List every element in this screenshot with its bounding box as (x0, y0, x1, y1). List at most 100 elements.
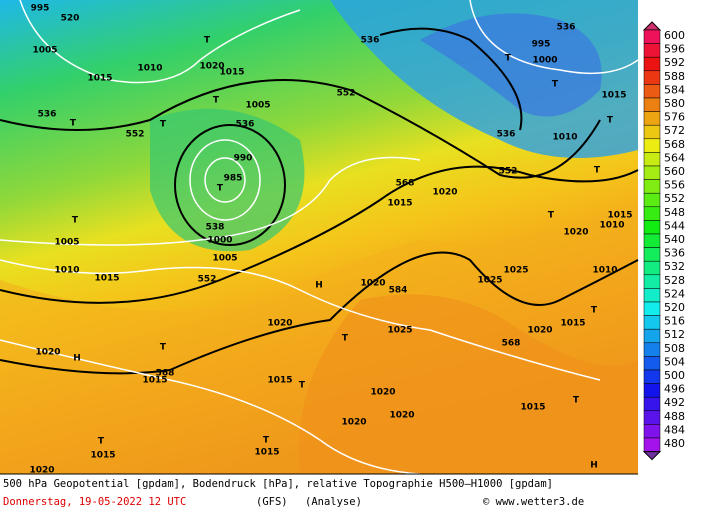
map-label: 995 (31, 4, 50, 14)
colorbar-swatch (643, 206, 661, 221)
colorbar-label: 552 (664, 192, 685, 205)
colorbar-swatch (643, 410, 661, 425)
colorbar-swatch (643, 124, 661, 140)
colorbar-label: 560 (664, 165, 685, 178)
map-label: T (217, 184, 224, 194)
map-label: T (607, 116, 614, 126)
map-label: 536 (361, 36, 380, 46)
map-label: T (160, 343, 167, 353)
colorbar-label: 584 (664, 83, 685, 96)
map-label: 1010 (592, 266, 617, 276)
colorbar-label: 516 (664, 315, 685, 328)
map-label: 1015 (560, 319, 585, 329)
map-label: 1020 (29, 466, 54, 476)
map-label: 1015 (607, 211, 632, 221)
map-label: 568 (396, 179, 415, 189)
colorbar-swatch (643, 342, 661, 357)
colorbar-swatch (643, 328, 661, 344)
colorbar-label: 556 (664, 179, 685, 192)
map-label: T (591, 306, 598, 316)
colorbar-swatch (643, 315, 661, 330)
map-label: 1010 (552, 133, 577, 143)
colorbar-label: 600 (664, 29, 685, 42)
map-label: 538 (206, 223, 225, 233)
map-label: 1020 (527, 326, 552, 336)
colorbar-swatch (643, 111, 661, 126)
map-label: 552 (499, 167, 518, 177)
map-label: 1020 (563, 228, 588, 238)
map-label: 1000 (532, 56, 557, 66)
map-label: 536 (236, 120, 255, 130)
colorbar-label: 504 (664, 355, 685, 368)
colorbar-swatch (643, 165, 661, 180)
colorbar-swatch (643, 383, 661, 398)
colorbar-swatch (643, 356, 661, 371)
colorbar-swatch (643, 43, 661, 58)
map-label: 1015 (87, 74, 112, 84)
colorbar-label: 592 (664, 56, 685, 69)
caption-model: (GFS) (256, 496, 288, 508)
colorbar-label: 540 (664, 233, 685, 246)
caption-source: © www.wetter3.de (483, 496, 584, 508)
caption: 500 hPa Geopotential [gpdam], Bodendruck… (0, 473, 704, 513)
map-label: 1020 (341, 418, 366, 428)
map-label: T (70, 119, 77, 129)
map-label: 536 (38, 110, 57, 120)
map-label: T (299, 381, 306, 391)
colorbar-label: 576 (664, 111, 685, 124)
map-label: 1015 (90, 451, 115, 461)
colorbar-label: 524 (664, 287, 685, 300)
colorbar-swatch (643, 138, 661, 153)
colorbar-swatch (643, 192, 661, 208)
map-label: 1015 (520, 403, 545, 413)
colorbar-swatch (643, 396, 661, 412)
map-label: T (552, 80, 559, 90)
colorbar-label: 572 (664, 124, 685, 137)
colorbar-swatch (643, 247, 661, 262)
colorbar-label: 480 (664, 437, 685, 450)
map-label: 1010 (137, 64, 162, 74)
map-label: H (590, 461, 598, 471)
map-label: 568 (156, 369, 175, 379)
colorbar-swatch (643, 179, 661, 194)
map-label: T (160, 120, 167, 130)
colorbar-swatch (643, 260, 661, 276)
map-label: T (342, 334, 349, 344)
map-label: 1005 (212, 254, 237, 264)
map-label: 1020 (35, 348, 60, 358)
map-label: T (213, 96, 220, 106)
colorbar-swatch (643, 84, 661, 99)
map-label: 584 (389, 286, 408, 296)
map-label: 1015 (142, 376, 167, 386)
map-label: T (573, 396, 580, 406)
map-label: 1025 (477, 276, 502, 286)
map-label: 1015 (94, 274, 119, 284)
map-label: 1025 (503, 266, 528, 276)
colorbar-swatch (643, 437, 661, 452)
colorbar-swatch (643, 152, 661, 167)
map-label: 520 (61, 14, 80, 24)
colorbar-swatch (643, 70, 661, 85)
colorbar-label: 564 (664, 151, 685, 164)
map-label: 995 (532, 40, 551, 50)
map-label: 1020 (199, 62, 224, 72)
map-label: 1010 (54, 266, 79, 276)
map-label: 1020 (389, 411, 414, 421)
map-label: 985 (224, 174, 243, 184)
colorbar-label: 580 (664, 97, 685, 110)
colorbar-label: 500 (664, 369, 685, 382)
map-label: 552 (198, 275, 217, 285)
map-label: 552 (337, 89, 356, 99)
map-label: 1020 (370, 388, 395, 398)
colorbar-label: 532 (664, 260, 685, 273)
colorbar-label: 484 (664, 423, 685, 436)
map-label: H (73, 354, 81, 364)
colorbar-swatch (643, 424, 661, 439)
colorbar-label: 596 (664, 43, 685, 56)
map-label: 536 (497, 130, 516, 140)
map-label: 1015 (219, 68, 244, 78)
colorbar-label: 544 (664, 219, 685, 232)
colorbar: 6005965925885845805765725685645605565525… (642, 21, 685, 461)
colorbar-swatch (643, 97, 661, 112)
